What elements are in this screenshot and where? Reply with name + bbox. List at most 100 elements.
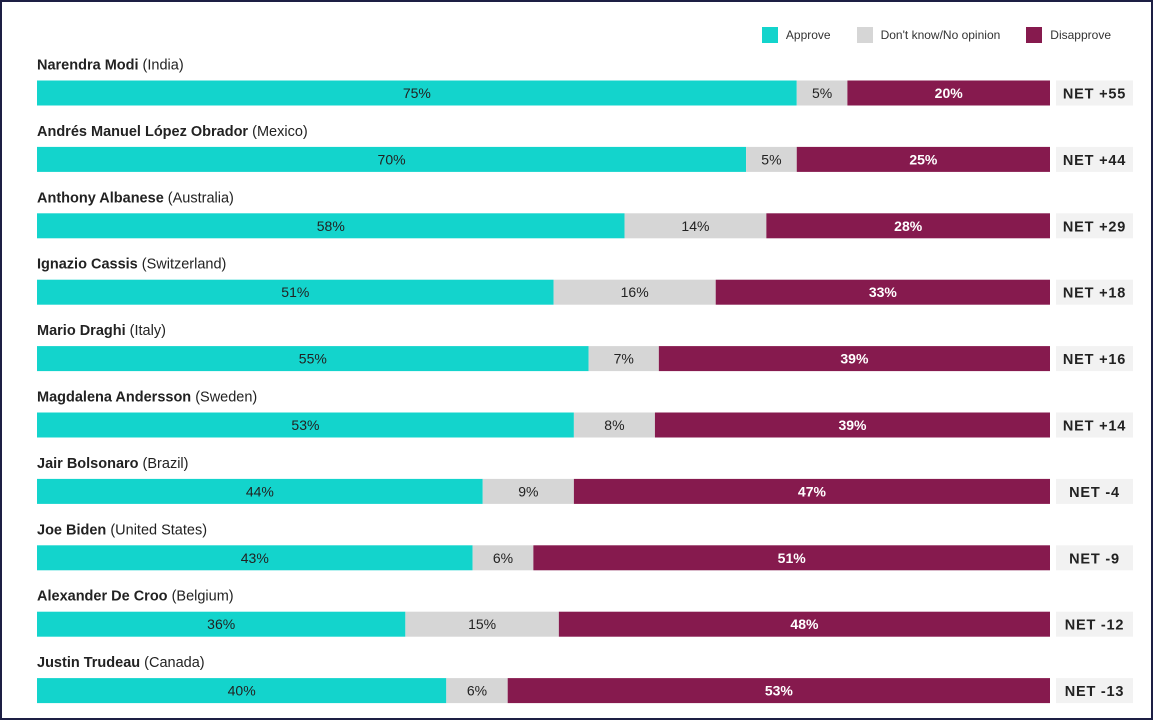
disapprove-value-label: 39% [838,417,867,433]
legend-label-disapprove: Disapprove [1050,28,1111,42]
neutral-segment [746,146,797,172]
leader-name: Andrés Manuel López Obrador [37,124,248,140]
approve-value-label: 36% [207,616,235,632]
disapprove-segment [715,279,1050,305]
bar-row: Andrés Manuel López Obrador (Mexico) 70% 5… [37,124,1133,172]
leader-country: (Brazil) [139,456,189,472]
neutral-value-label: 15% [468,616,496,632]
net-box [1056,412,1133,438]
approve-value-label: 75% [403,85,431,101]
bar-row: Jair Bolsonaro (Brazil) 44% 9% 47% NET -4 [37,456,1133,504]
disapprove-value-label: 20% [935,85,964,101]
disapprove-segment [507,678,1050,704]
neutral-segment [624,213,767,239]
leader-country: (United States) [106,522,207,538]
net-label: NET -9 [1069,551,1120,567]
net-label: NET +44 [1063,153,1126,169]
legend-swatch-neutral [856,27,873,43]
neutral-segment [405,611,559,637]
disapprove-segment [658,346,1050,372]
disapprove-value-label: 39% [840,351,869,367]
leader-name: Joe Biden [37,522,106,538]
row-label: Andrés Manuel López Obrador (Mexico) [37,124,308,140]
legend-swatch-disapprove [1026,27,1043,43]
bar-row: Ignazio Cassis (Switzerland) 51% 16% 33% NET… [37,257,1133,305]
leader-country: (Australia) [164,190,234,206]
net-label: NET -12 [1065,618,1125,634]
disapprove-value-label: 51% [778,550,807,566]
neutral-segment [553,279,716,305]
row-label: Ignazio Cassis (Switzerland) [37,257,226,273]
leader-country: (Switzerland) [138,257,227,273]
neutral-value-label: 8% [604,417,624,433]
legend-item-approve: Approve [761,27,831,43]
net-box [1056,478,1133,504]
approve-segment [37,611,406,637]
approve-value-label: 70% [378,151,406,167]
leader-name: Narendra Modi [37,58,139,74]
leader-country: (Mexico) [248,124,308,140]
approve-value-label: 58% [317,218,345,234]
approve-segment [37,678,447,704]
neutral-segment [573,412,655,438]
neutral-value-label: 6% [467,683,487,699]
leader-name: Ignazio Cassis [37,257,138,273]
leader-name: Justin Trudeau [37,655,140,671]
leader-name: Jair Bolsonaro [37,456,139,472]
bar-row: Magdalena Andersson (Sweden) 53% 8% 39% NET … [37,390,1133,438]
approve-segment [37,346,589,372]
disapprove-value-label: 48% [790,616,819,632]
neutral-value-label: 14% [681,218,709,234]
leader-country: (Belgium) [168,589,234,605]
approve-value-label: 40% [228,683,256,699]
net-box [1056,545,1133,571]
bar-row: Anthony Albanese (Australia) 58% 14% 28% NET… [37,190,1133,239]
approve-value-label: 43% [241,550,269,566]
disapprove-segment [573,478,1050,504]
neutral-value-label: 16% [621,284,649,300]
net-label: NET -4 [1069,485,1120,501]
leader-country: (Italy) [126,323,166,339]
row-label: Joe Biden (United States) [37,522,207,538]
approve-segment [37,279,554,305]
leader-name: Anthony Albanese [37,190,164,206]
bar-row: Joe Biden (United States) 43% 6% 51% NET -9 [37,522,1133,571]
row-label: Justin Trudeau (Canada) [37,655,205,671]
approve-value-label: 44% [246,483,274,499]
net-box [1056,80,1133,106]
leader-country: (Canada) [140,655,204,671]
neutral-segment [588,346,659,372]
net-box [1056,213,1133,239]
net-label: NET +14 [1063,419,1126,435]
legend-label-neutral: Don't know/No opinion [880,28,1001,42]
neutral-segment [472,545,534,571]
net-label: NET +16 [1063,352,1126,368]
approve-segment [37,545,473,571]
approve-value-label: 55% [299,351,327,367]
neutral-value-label: 6% [493,550,513,566]
net-box [1056,346,1133,372]
bar-row: Narendra Modi (India) 75% 5% 20% NET +55 [37,58,1133,106]
approve-value-label: 51% [281,284,309,300]
neutral-value-label: 5% [761,151,781,167]
row-label: Narendra Modi (India) [37,58,184,74]
net-box [1056,678,1133,704]
approve-segment [37,146,747,172]
net-box [1056,611,1133,637]
disapprove-segment [654,412,1050,438]
neutral-value-label: 9% [518,483,538,499]
approve-segment [37,412,574,438]
bar-row: Mario Draghi (Italy) 55% 7% 39% NET +16 [37,323,1133,372]
net-label: NET -13 [1065,684,1125,700]
legend-item-neutral: Don't know/No opinion [856,27,1001,43]
approve-segment [37,80,797,106]
legend-item-disapprove: Disapprove [1026,27,1111,43]
disapprove-value-label: 33% [869,284,898,300]
legend-label-approve: Approve [785,28,831,42]
leader-name: Mario Draghi [37,323,126,339]
net-label: NET +18 [1063,286,1126,302]
bar-row: Justin Trudeau (Canada) 40% 6% 53% NET -13 [37,655,1133,704]
net-box [1056,146,1133,172]
leader-country: (Sweden) [191,390,257,406]
disapprove-value-label: 47% [798,483,827,499]
